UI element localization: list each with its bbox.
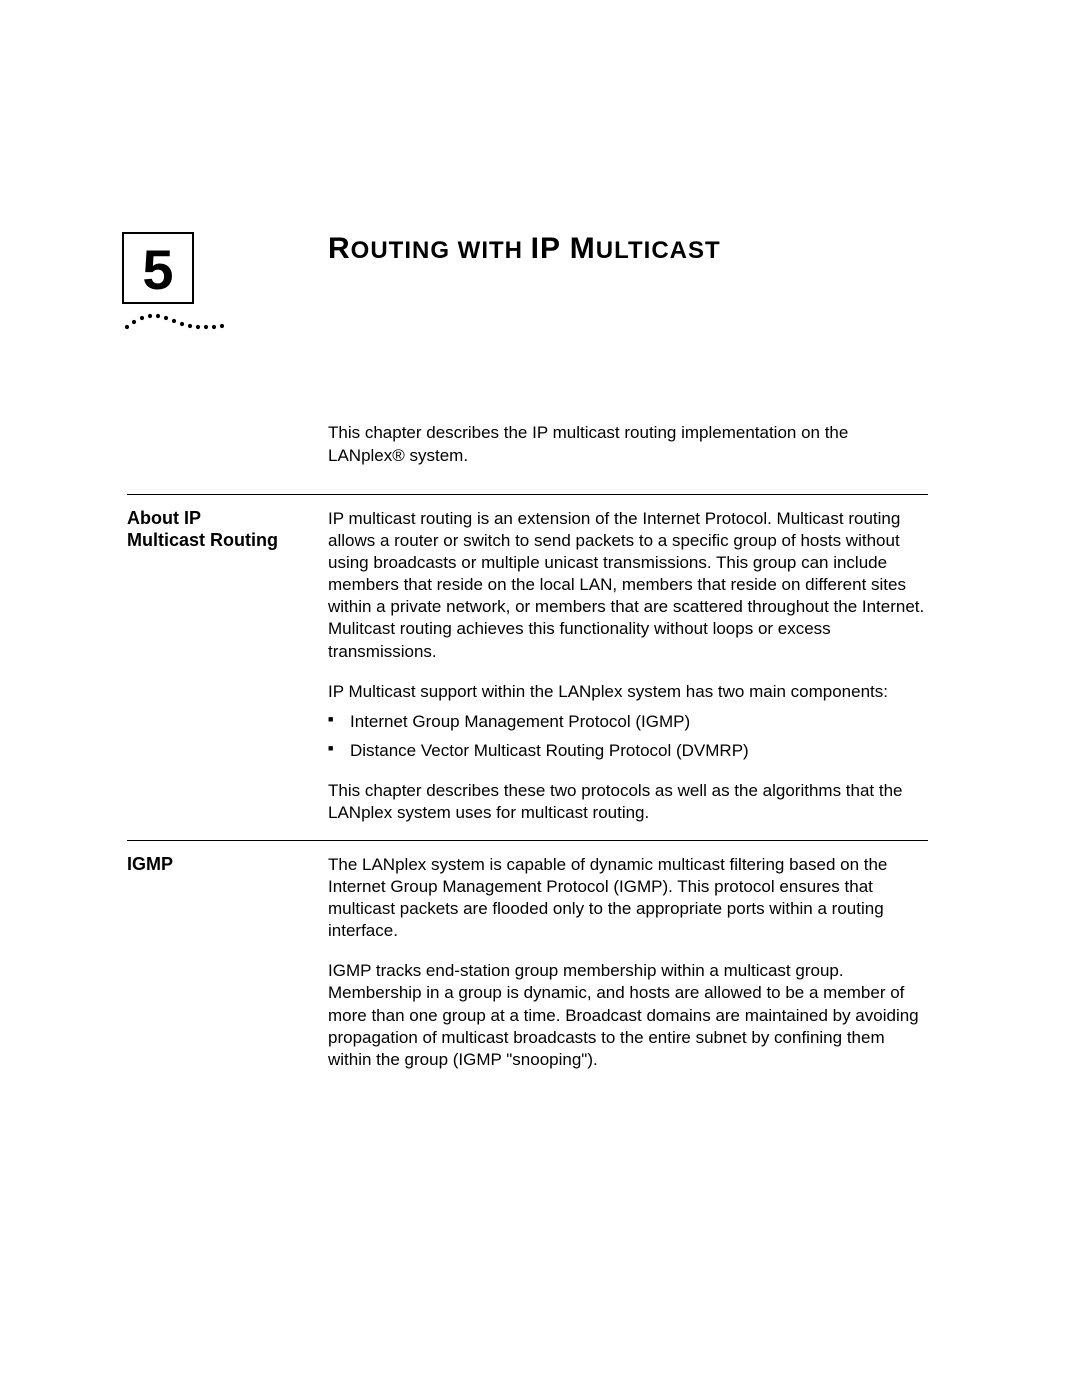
title-cap-m: M <box>570 232 596 265</box>
about-p1: IP multicast routing is an extension of … <box>328 508 928 663</box>
section-igmp: IGMP The LANplex system is capable of dy… <box>127 840 928 1089</box>
chapter-title: ROUTING WITH IP MULTICAST <box>328 232 721 266</box>
about-p3: This chapter describes these two protoco… <box>328 780 928 824</box>
title-cap-r: R <box>328 232 351 265</box>
about-p2: IP Multicast support within the LANplex … <box>328 681 928 703</box>
section-heading-about: About IP Multicast Routing <box>127 508 312 551</box>
title-rest-outing: OUTING <box>351 237 450 264</box>
heading-line1: About IP <box>127 508 201 528</box>
intro-paragraph: This chapter describes the IP multicast … <box>328 422 928 468</box>
title-with: WITH <box>450 237 531 264</box>
section-heading-igmp: IGMP <box>127 854 312 876</box>
about-bullets: Internet Group Management Protocol (IGMP… <box>328 711 928 762</box>
title-ip: IP <box>531 232 570 265</box>
dots-divider-icon <box>122 306 232 336</box>
igmp-p2: IGMP tracks end-station group membership… <box>328 960 928 1070</box>
section-about-ip-multicast: About IP Multicast Routing IP multicast … <box>127 494 928 842</box>
title-rest-ulticast: ULTICAST <box>596 237 721 264</box>
section-body-igmp: The LANplex system is capable of dynamic… <box>328 854 928 1071</box>
document-page: 5 ROUTING WITH IP MULTICAST This chapter… <box>0 0 1080 1397</box>
section-body-about: IP multicast routing is an extension of … <box>328 508 928 824</box>
chapter-header: 5 ROUTING WITH IP MULTICAST <box>122 232 940 342</box>
bullet-igmp: Internet Group Management Protocol (IGMP… <box>328 711 928 733</box>
heading-line2: Multicast Routing <box>127 530 278 550</box>
igmp-p1: The LANplex system is capable of dynamic… <box>328 854 928 942</box>
bullet-dvmrp: Distance Vector Multicast Routing Protoc… <box>328 740 928 762</box>
chapter-number-box: 5 <box>122 232 194 304</box>
